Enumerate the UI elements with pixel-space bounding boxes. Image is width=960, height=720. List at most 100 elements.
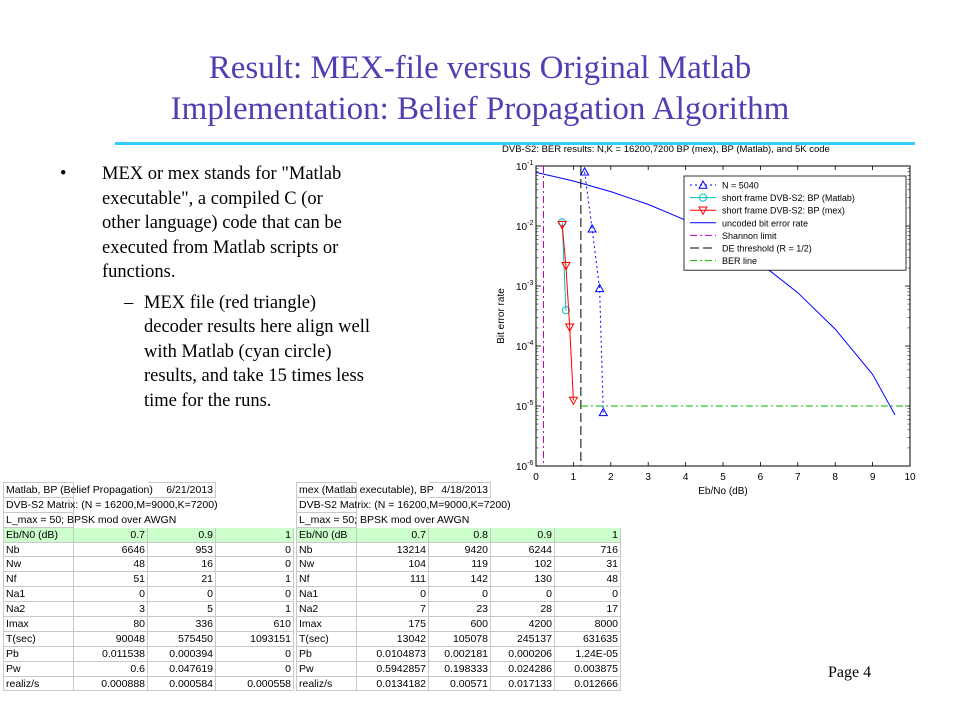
bullet-item: • MEX or mex stands for "Matlab executab… [60, 162, 455, 285]
bullet-line: MEX or mex stands for "Matlab [102, 164, 342, 184]
table-cell: 0.9 [490, 526, 555, 543]
table-cell: 130 [490, 571, 555, 588]
table-cell: 142 [428, 571, 491, 588]
table-cell: 0.000394 [147, 645, 216, 662]
table-row: Nf 111 142 130 48 [296, 571, 621, 588]
table-cell: 0.003875 [554, 660, 621, 677]
table-cell: T(sec) [3, 630, 74, 647]
table-row: Pw 0.6 0.047619 0 [3, 660, 294, 677]
chart-title: DVB-S2: BER results: N,K = 16200,7200 BP… [502, 144, 830, 155]
table-cell: 0 [490, 586, 555, 603]
ber-chart: DVB-S2: BER results: N,K = 16200,7200 BP… [496, 144, 916, 497]
y-tick-label: 10-1 [516, 160, 533, 173]
table-cell: 102 [490, 556, 555, 573]
bullet-list: • MEX or mex stands for "Matlab executab… [60, 162, 455, 413]
table-cell: 0.047619 [147, 660, 216, 677]
table-cell: 0.000584 [147, 675, 216, 692]
y-tick-label: 10-4 [516, 340, 533, 353]
table-cell: 716 [554, 541, 621, 558]
table-row: Na2 7 23 28 17 [296, 601, 621, 618]
table-cell: 1 [215, 601, 294, 618]
table-cell: 0.0104873 [356, 645, 429, 662]
subbullet-marker: – [124, 292, 134, 313]
subbullet-line: MEX file (red triangle) [144, 292, 317, 313]
table-cell: 0.9 [147, 526, 216, 543]
triangle-up-marker [579, 166, 590, 176]
table-row: Na1 0 0 0 0 [296, 586, 621, 603]
table-cell: Na1 [296, 586, 357, 603]
table-cell: 17 [554, 601, 621, 618]
x-tick-label: 10 [904, 472, 916, 483]
table-cell: Na2 [3, 601, 74, 618]
x-tick-label: 0 [533, 472, 539, 483]
table-cell: 21 [147, 571, 216, 588]
legend-label: short frame DVB-S2: BP (mex) [722, 206, 845, 216]
table-cell: 0.5942857 [356, 660, 429, 677]
x-tick-label: 2 [608, 472, 614, 483]
table-row: L_max = 50; BPSK mod over AWGN [3, 511, 294, 528]
table-cell: L_max = 50; BPSK mod over AWGN [296, 511, 469, 528]
table-row: Pw 0.5942857 0.198333 0.024286 0.003875 [296, 660, 621, 677]
table-row: realiz/s 0.000888 0.000584 0.000558 [3, 675, 294, 692]
legend-box [683, 175, 907, 271]
table-cell: 8000 [554, 616, 621, 632]
x-tick-label: 9 [870, 472, 876, 483]
subbullet-line: results, and take 15 times less [144, 366, 364, 386]
table-cell: 0.7 [356, 526, 429, 543]
table-cell: Pb [3, 645, 74, 662]
table-row: Imax 175 600 4200 8000 [296, 616, 621, 632]
table-cell: 610 [215, 616, 294, 632]
x-axis-label: Eb/No (dB) [698, 486, 747, 497]
mex-results-table: mex (Matlab executable), BP 4/18/2013 DVB-… [296, 482, 621, 692]
table-cell: 1.24E-05 [554, 645, 621, 662]
table-cell: 0 [147, 586, 216, 603]
table-cell: T(sec) [296, 630, 357, 647]
y-tick-label: 10-2 [516, 220, 533, 233]
table-cell: 6/21/2013 [147, 482, 216, 498]
table-row: T(sec) 13042 105078 245137 631635 [296, 630, 621, 647]
table-row: Na2 3 5 1 [3, 601, 294, 618]
x-tick-label: 4 [683, 472, 689, 483]
table-cell [216, 497, 294, 512]
circle-marker [561, 306, 571, 315]
table-cell: 0.011538 [73, 645, 148, 662]
table-cell: realiz/s [296, 675, 357, 692]
table-cell: realiz/s [3, 675, 74, 692]
bullet-marker: • [60, 164, 67, 184]
bullet-line: executable", a compiled C (or [102, 188, 323, 209]
table-cell: 336 [147, 616, 216, 632]
table-cell: 7 [356, 601, 429, 618]
table-row: Nw 48 16 0 [3, 556, 294, 573]
table-cell: mex (Matlab executable), BP [296, 482, 434, 498]
table-cell: Na1 [3, 586, 74, 603]
table-cell: 0.6 [73, 660, 148, 677]
table-cell: 16 [147, 556, 216, 573]
table-cell: Pb [296, 645, 357, 662]
triangle-up-marker [698, 179, 708, 189]
table-cell: L_max = 50; BPSK mod over AWGN [3, 511, 176, 528]
table-cell: 0.8 [428, 526, 491, 543]
table-row: Matlab, BP (Belief Propagation) 6/21/2013 [3, 482, 294, 498]
table-row: Nb 6646 953 0 [3, 541, 294, 558]
table-cell: Nw [3, 556, 74, 573]
table-row: realiz/s 0.0134182 0.00571 0.017133 0.012666 [296, 675, 621, 692]
table-cell: 0.7 [73, 526, 148, 543]
table-cell: 6646 [73, 541, 148, 558]
table-row: Na1 0 0 0 [3, 586, 294, 603]
table-cell: 0 [73, 586, 148, 603]
table-row: mex (Matlab executable), BP 4/18/2013 [296, 482, 621, 498]
table-cell: 0.000558 [215, 675, 294, 692]
table-cell: Nw [296, 556, 357, 573]
table-row: Nf 51 21 1 [3, 571, 294, 588]
y-tick-label: 10-5 [516, 400, 533, 413]
table-cell: 51 [73, 571, 148, 588]
legend-label: N = 5040 [722, 181, 759, 191]
table-cell: 31 [554, 556, 621, 573]
y-axis-label: Bit error rate [496, 288, 507, 344]
table-row: Imax 80 336 610 [3, 616, 294, 632]
x-tick-label: 1 [571, 472, 577, 483]
bullet-line: other language) code that can be [102, 213, 342, 233]
x-tick-label: 5 [720, 472, 726, 483]
table-cell: DVB-S2 Matrix: (N = 16200,M=9000,K=7200) [296, 496, 511, 513]
table-cell: 0 [215, 645, 294, 662]
